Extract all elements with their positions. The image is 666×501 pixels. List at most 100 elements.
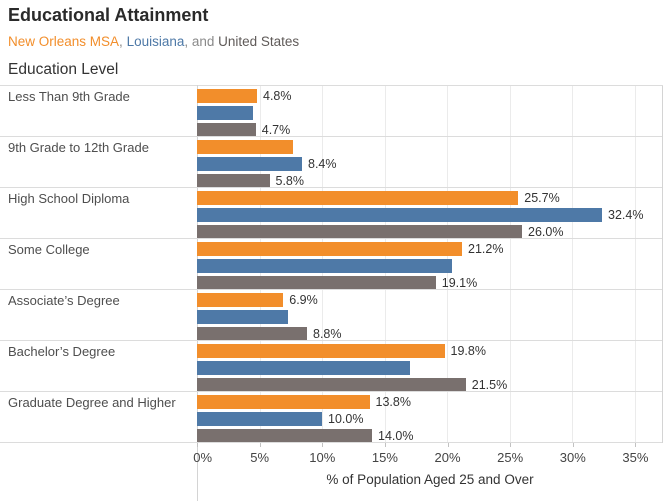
x-tick (384, 442, 386, 447)
bar-bands: 4.8% 4.7% 8.4% 5.8% 25.7% 32.4% 26.0% 21.2% 19.1… (197, 86, 662, 443)
bar-group: 8.4% 5.8% (197, 137, 662, 188)
bar-united-states[interactable] (197, 123, 256, 136)
category-label: Graduate Degree and Higher (0, 392, 197, 443)
bar-louisiana[interactable] (197, 208, 602, 222)
x-tick (635, 442, 637, 447)
value-label: 4.8% (263, 89, 292, 103)
value-label: 21.2% (468, 242, 504, 256)
bar-new-orleans-msa[interactable] (197, 395, 370, 409)
bar-louisiana[interactable] (197, 361, 410, 375)
bar-group: 21.2% 19.1% (197, 239, 662, 290)
value-label: 25.7% (524, 191, 560, 205)
category-label: 9th Grade to 12th Grade (0, 137, 197, 188)
category-label: High School Diploma (0, 188, 197, 239)
bar-group: 13.8% 10.0% 14.0% (197, 392, 662, 443)
bar-row: 32.4% (197, 208, 662, 222)
x-tick (572, 442, 574, 447)
gridline (572, 86, 573, 443)
x-axis: 0% 5% 10% 15% 20% 25% 30% 35% % of Population A… (193, 442, 663, 501)
bar-new-orleans-msa[interactable] (197, 242, 462, 256)
x-tick (322, 442, 324, 447)
x-tick-label: 0% (193, 450, 213, 465)
bar-row (197, 361, 662, 375)
x-tick (259, 442, 261, 447)
bar-row: 4.7% (197, 123, 662, 137)
bar-new-orleans-msa[interactable] (197, 191, 519, 205)
bar-row: 8.8% (197, 327, 662, 341)
bar-row: 21.2% (197, 242, 662, 256)
chart-title: Educational Attainment (8, 5, 209, 25)
value-label: 10.0% (328, 412, 364, 426)
value-label: 4.7% (261, 123, 291, 137)
bar-louisiana[interactable] (197, 157, 302, 171)
subtitle-part: , and (184, 34, 219, 49)
bar-group: 6.9% 8.8% (197, 290, 662, 341)
bar-row: 5.8% (197, 174, 662, 188)
bar-united-states[interactable] (197, 327, 307, 340)
bar-row: 10.0% (197, 412, 662, 426)
bar-row: 14.0% (197, 429, 662, 443)
gridline (634, 86, 636, 443)
value-label: 19.1% (441, 276, 478, 290)
category-label: Less Than 9th Grade (0, 86, 197, 137)
x-tick-label: 35% (622, 450, 649, 465)
bar-new-orleans-msa[interactable] (197, 140, 294, 154)
bar-united-states[interactable] (197, 174, 270, 187)
x-tick-label: 15% (371, 450, 398, 465)
bar-united-states[interactable] (197, 225, 522, 238)
subtitle-part: , (119, 34, 127, 49)
bar-united-states[interactable] (197, 276, 436, 289)
value-label: 5.8% (275, 174, 305, 188)
bar-row: 19.1% (197, 276, 662, 290)
value-label: 14.0% (378, 429, 414, 443)
bar-louisiana[interactable] (197, 310, 289, 324)
bar-row: 4.8% (197, 89, 662, 103)
gridline (509, 86, 511, 443)
bar-louisiana[interactable] (197, 259, 452, 273)
x-tick-label: 10% (309, 450, 336, 465)
bar-new-orleans-msa[interactable] (197, 344, 445, 358)
category-labels: Less Than 9th Grade 9th Grade to 12th Gra… (0, 86, 197, 443)
bar-row (197, 106, 662, 120)
x-tick-label: 25% (497, 450, 524, 465)
value-label: 8.8% (313, 327, 342, 341)
bar-row: 21.5% (197, 378, 662, 392)
bar-united-states[interactable] (197, 378, 466, 391)
bar-louisiana[interactable] (197, 412, 322, 426)
x-axis-title: % of Population Aged 25 and Over (326, 472, 534, 487)
value-label: 32.4% (608, 208, 644, 222)
subtitle-part: Louisiana (126, 34, 185, 49)
x-tick (447, 442, 449, 447)
value-label: 8.4% (308, 157, 337, 171)
bar-row: 8.4% (197, 157, 662, 171)
bar-new-orleans-msa[interactable] (197, 293, 284, 307)
x-tick (510, 442, 512, 447)
row-header: Education Level (8, 61, 119, 78)
chart-subtitle: New Orleans MSA, Louisiana, and United S… (8, 34, 299, 49)
subtitle-part: United States (218, 34, 300, 49)
category-label: Bachelor’s Degree (0, 341, 197, 392)
bar-row: 25.7% (197, 191, 662, 205)
bar-row: 6.9% (197, 293, 662, 307)
bar-group: 25.7% 32.4% 26.0% (197, 188, 662, 239)
subtitle-part: New Orleans MSA (8, 34, 120, 49)
bar-united-states[interactable] (197, 429, 372, 442)
x-tick-label: 30% (559, 450, 586, 465)
value-label: 13.8% (375, 395, 411, 409)
category-label: Associate’s Degree (0, 290, 197, 341)
bar-row (197, 259, 662, 273)
plot-area: 4.8% 4.7% 8.4% 5.8% 25.7% 32.4% 26.0% 21.2% 19.1… (197, 86, 663, 443)
bar-group: 4.8% 4.7% (197, 86, 662, 137)
x-tick-label: 20% (434, 450, 461, 465)
category-label: Some College (0, 239, 197, 290)
bar-row: 13.8% (197, 395, 662, 409)
bar-row (197, 310, 662, 324)
value-label: 21.5% (471, 378, 508, 392)
bar-group: 19.8% 21.5% (197, 341, 662, 392)
value-label: 19.8% (450, 344, 486, 358)
bar-row (197, 140, 662, 154)
bar-new-orleans-msa[interactable] (197, 89, 257, 103)
bar-louisiana[interactable] (197, 106, 254, 120)
bar-row: 19.8% (197, 344, 662, 358)
